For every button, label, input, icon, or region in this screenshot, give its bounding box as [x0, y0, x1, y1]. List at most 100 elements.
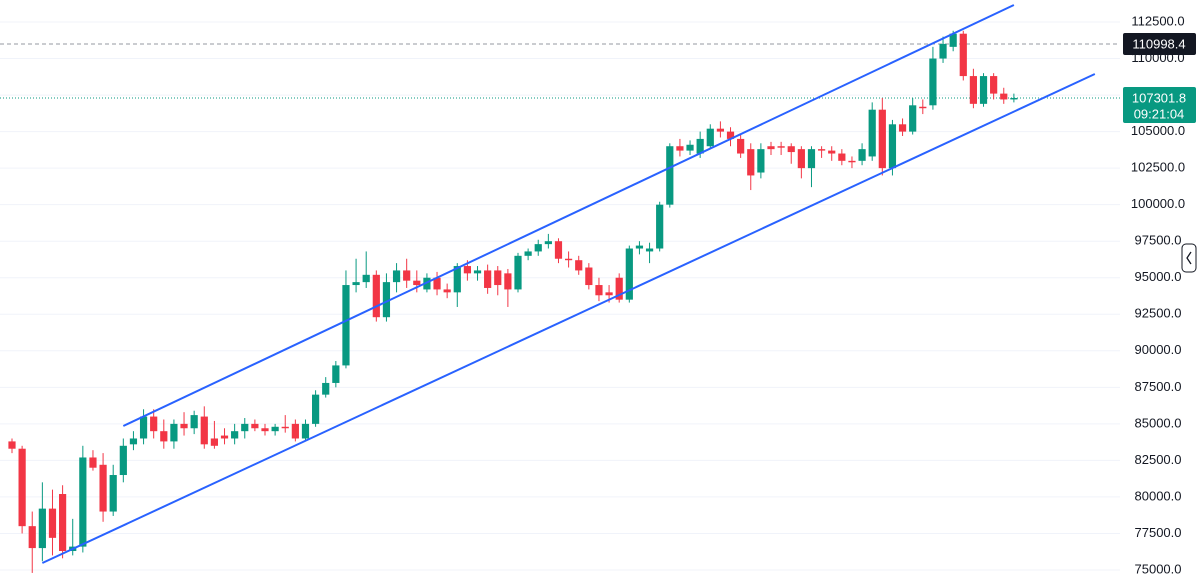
candle-body	[231, 431, 239, 439]
candle-body	[524, 251, 532, 256]
candle-body	[342, 285, 350, 366]
candle-body	[463, 266, 471, 274]
y-tick-label: 95000.0	[1135, 269, 1182, 284]
candle-body	[504, 273, 512, 290]
candle-body	[544, 241, 552, 245]
candle-body	[676, 146, 684, 151]
candle-body	[858, 149, 866, 161]
trend-line	[41, 73, 1096, 564]
candle-body	[878, 109, 886, 169]
y-tick-label: 100000.0	[1131, 196, 1185, 211]
candle-body	[139, 416, 148, 439]
y-tick-label: 92500.0	[1135, 306, 1182, 321]
y-tick-label: 82500.0	[1135, 452, 1182, 467]
candle-body	[28, 526, 36, 549]
candle-body	[686, 144, 694, 151]
candle-body	[382, 282, 391, 318]
candle-body	[737, 138, 745, 154]
candle-body	[747, 149, 755, 176]
y-tick-label: 77500.0	[1135, 525, 1182, 540]
marks	[8, 4, 1096, 573]
candle-body	[119, 445, 127, 476]
y-tick-label: 80000.0	[1135, 488, 1182, 503]
candle-body	[595, 285, 603, 296]
candle-body	[79, 457, 87, 547]
candle-body	[848, 160, 856, 163]
candle-body	[170, 423, 178, 442]
scale-handle-box[interactable]	[1181, 243, 1197, 273]
candle-body	[868, 109, 876, 157]
candle-body	[38, 508, 46, 549]
candle-body	[150, 416, 158, 432]
candle-body	[89, 457, 97, 468]
candle-body	[635, 245, 644, 249]
y-tick-label: 112500.0	[1131, 13, 1184, 28]
y-tick-label: 75000.0	[1135, 561, 1182, 576]
candle-body	[554, 241, 563, 259]
candle-body	[777, 146, 785, 148]
candle-body	[706, 128, 714, 147]
candle-body	[261, 428, 269, 432]
candle-body	[585, 267, 593, 286]
candle-body	[220, 435, 229, 439]
candle-body	[210, 438, 218, 446]
candle-body	[99, 464, 107, 512]
candle-body	[251, 423, 259, 429]
candle-body	[625, 248, 633, 300]
candle-body	[160, 431, 168, 442]
candle-body	[372, 274, 380, 318]
candle-body	[362, 274, 370, 283]
price-scale: 75000.0 77500.0 80000.0 82500.0 85000.0 87500…	[1123, 13, 1196, 576]
candle-body	[1010, 97, 1018, 100]
candle-body	[656, 204, 664, 249]
y-tick-label: 105000.0	[1131, 123, 1185, 138]
candle-body	[959, 33, 967, 77]
candle-body	[615, 277, 623, 300]
price-tag	[1123, 32, 1196, 55]
candle-body	[514, 255, 522, 290]
candle-body	[929, 58, 937, 106]
y-tick-label: 85000.0	[1135, 415, 1182, 430]
candle-body	[18, 448, 26, 527]
candle-body	[919, 106, 927, 109]
y-tick-label: 90000.0	[1135, 342, 1182, 357]
candle-body	[828, 150, 836, 154]
candle-body	[1000, 93, 1008, 100]
candle-body	[645, 248, 654, 252]
candle-body	[352, 282, 360, 286]
candle-body	[888, 124, 897, 169]
candle-body	[109, 475, 117, 512]
candle-body	[494, 270, 502, 286]
price-tag-label: 107301.8	[1132, 90, 1186, 105]
candle-body	[909, 105, 917, 132]
candle-body	[787, 146, 795, 153]
candle-body	[797, 149, 805, 169]
candle-body	[696, 138, 704, 154]
scale-handle-icon[interactable]	[1186, 251, 1192, 265]
y-tick-label: 97500.0	[1135, 233, 1182, 248]
candle-body	[443, 289, 451, 293]
candle-body	[575, 260, 583, 271]
candle-body	[565, 258, 573, 261]
candle-body	[301, 423, 310, 439]
candle-body	[332, 365, 340, 383]
y-tick-label: 102500.0	[1131, 160, 1185, 175]
candle-body	[392, 270, 401, 283]
candle-body	[59, 494, 67, 552]
candle-body	[271, 426, 279, 432]
candle-body	[716, 128, 724, 132]
candle-body	[433, 277, 441, 290]
countdown-label: 09:21:04	[1134, 106, 1185, 121]
candle-body	[241, 423, 249, 432]
price-tag	[1123, 86, 1196, 123]
scale-handle[interactable]	[1181, 243, 1197, 273]
candle-body	[484, 270, 492, 288]
y-tick-label: 87500.0	[1135, 379, 1182, 394]
candle-body	[129, 438, 138, 445]
candle-body	[281, 426, 289, 429]
candle-body	[48, 508, 57, 538]
candle-body	[322, 382, 330, 395]
candle-body	[838, 153, 846, 161]
candle-body	[8, 441, 16, 449]
